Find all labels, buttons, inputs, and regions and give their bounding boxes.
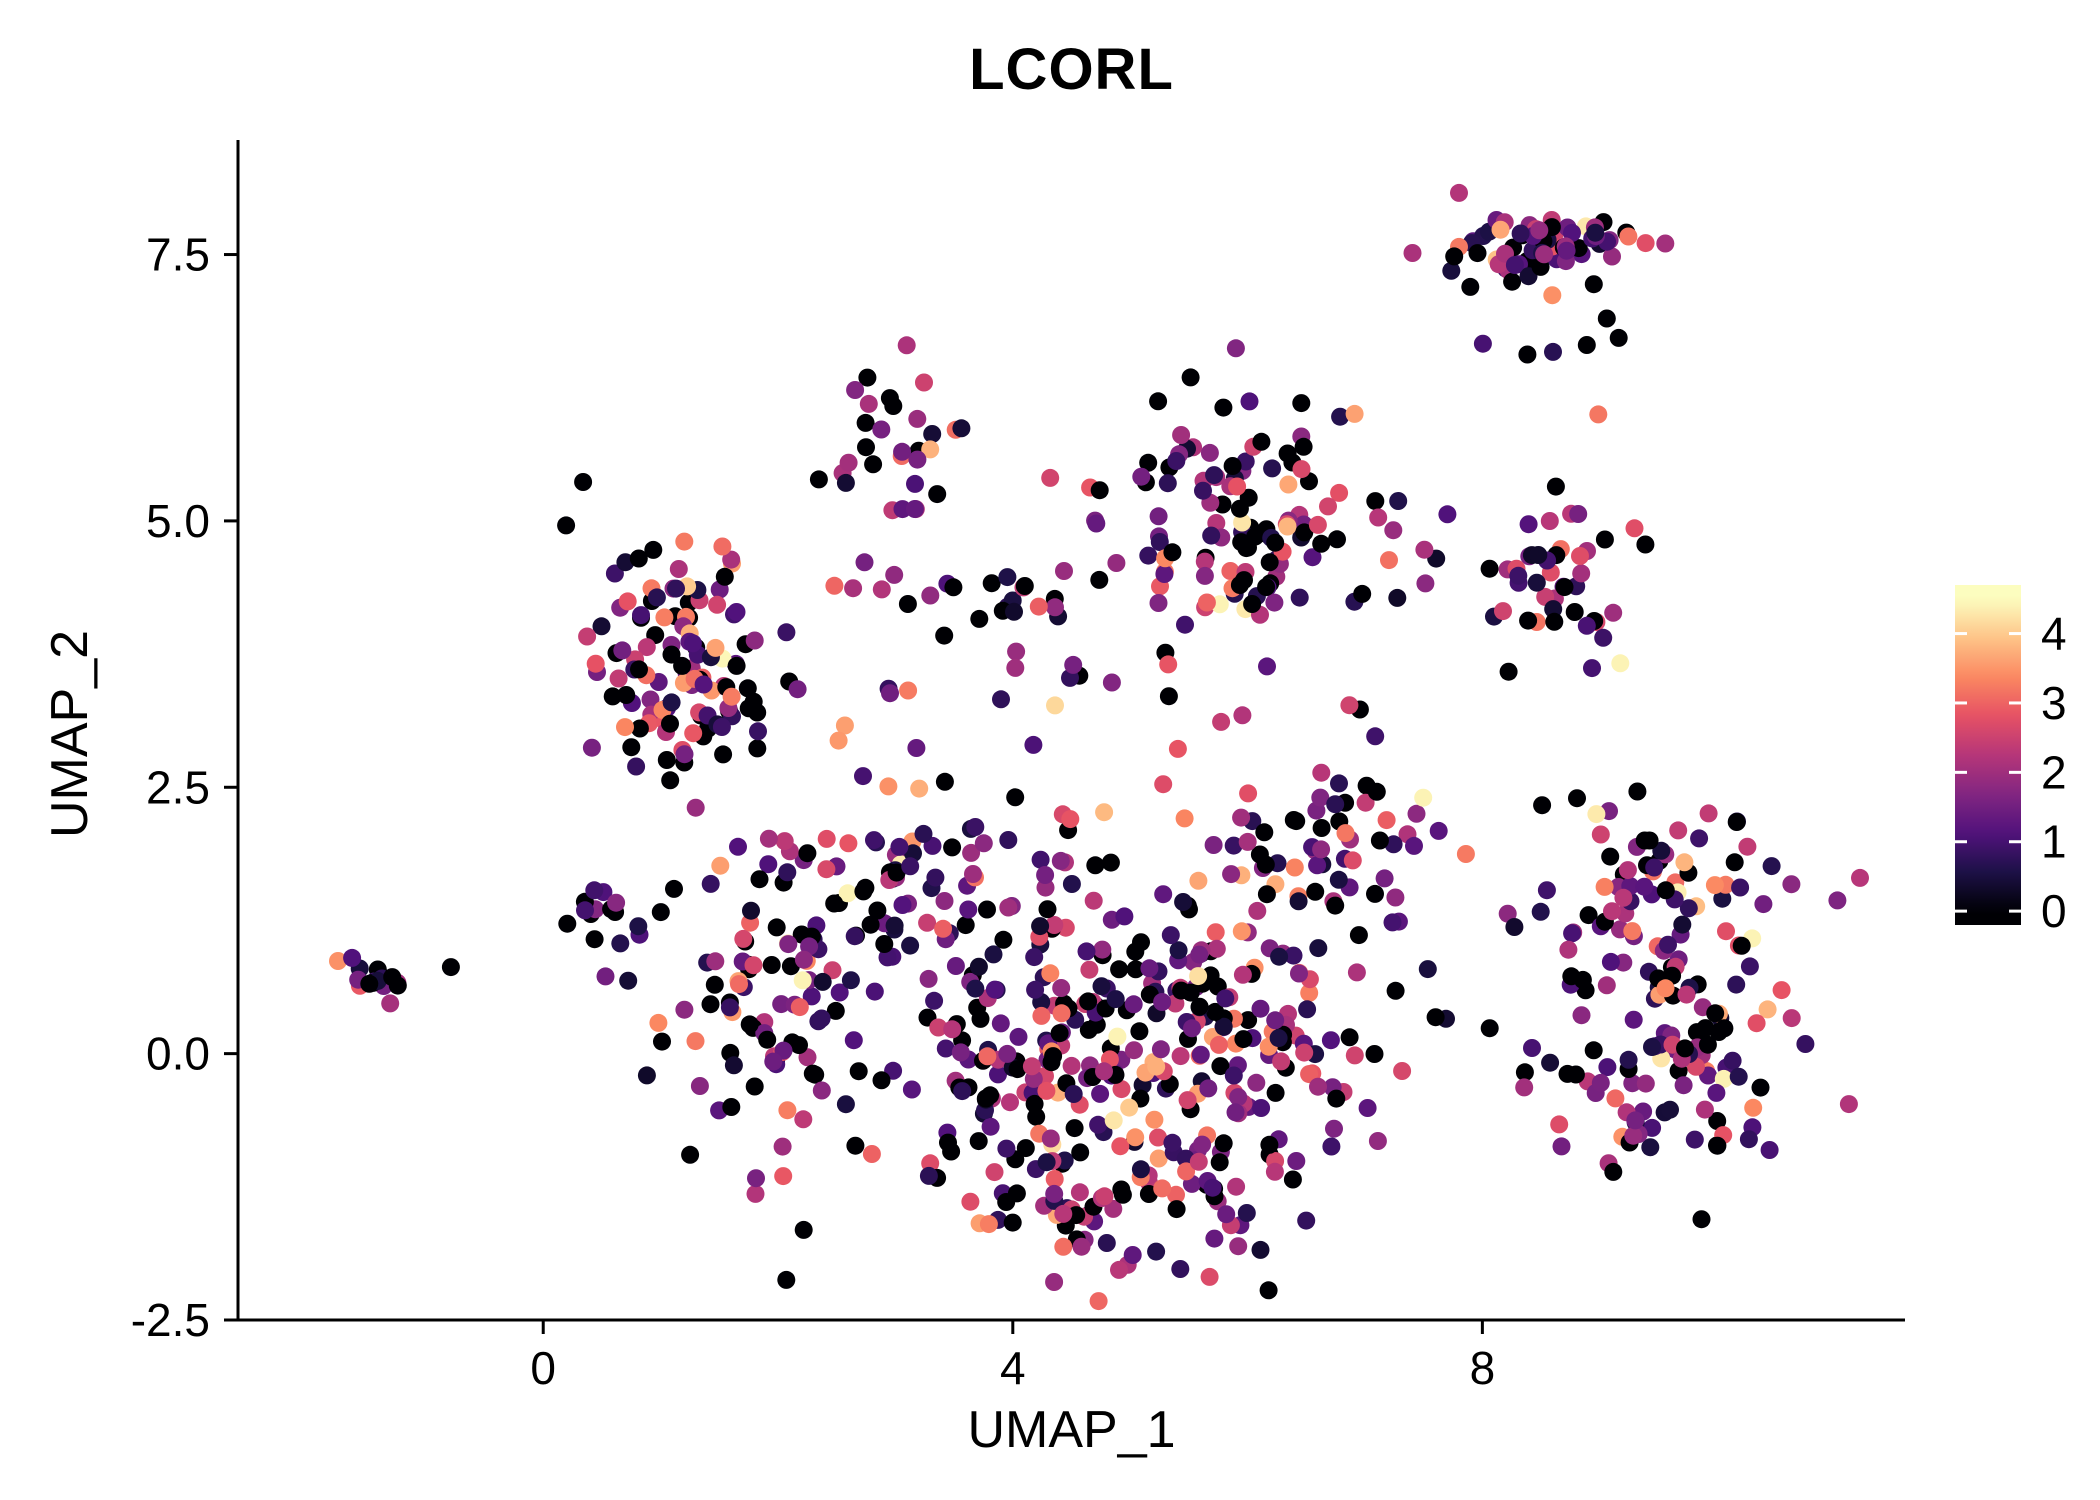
svg-text:4: 4	[2041, 608, 2067, 660]
plot-title: LCORL	[969, 37, 1174, 102]
svg-text:0.0: 0.0	[146, 1028, 210, 1080]
svg-text:3: 3	[2041, 677, 2067, 729]
svg-text:2: 2	[2041, 746, 2067, 798]
svg-text:2.5: 2.5	[146, 761, 210, 813]
x-axis-title: UMAP_1	[967, 1401, 1176, 1459]
svg-text:5.0: 5.0	[146, 495, 210, 547]
svg-text:1: 1	[2041, 816, 2067, 868]
svg-text:-2.5: -2.5	[131, 1294, 210, 1346]
svg-text:4: 4	[1000, 1342, 1026, 1394]
svg-text:7.5: 7.5	[146, 229, 210, 281]
svg-text:8: 8	[1470, 1342, 1496, 1394]
svg-text:0: 0	[530, 1342, 556, 1394]
y-axis-title: UMAP_2	[41, 629, 99, 839]
svg-text:0: 0	[2041, 885, 2067, 937]
